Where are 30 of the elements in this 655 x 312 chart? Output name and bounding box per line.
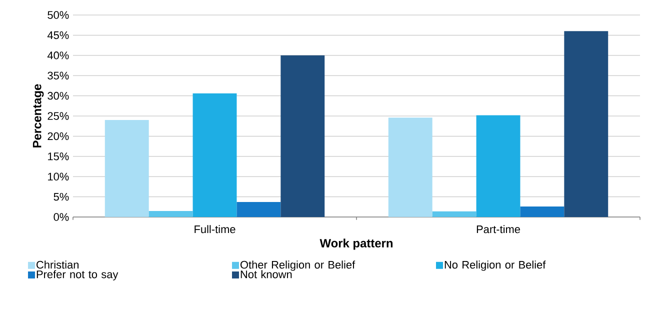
bar [236, 202, 281, 218]
bar [280, 55, 325, 218]
bar [476, 115, 520, 218]
bar [104, 120, 149, 218]
legend-label: Other Religion or Belief [240, 260, 356, 271]
x-tick-label: Part-time [476, 225, 520, 234]
legend-label: Prefer not to say [36, 270, 118, 280]
bar [148, 210, 193, 218]
y-axis-title: Percentage [32, 84, 44, 148]
y-tick-label: 45% [47, 31, 69, 40]
x-tick-label: Full-time [194, 225, 236, 234]
y-tick-label: 5% [54, 192, 69, 201]
bar [520, 206, 564, 218]
bar [388, 118, 432, 218]
y-tick-label: 15% [48, 152, 69, 160]
y-tick-label: 40% [47, 52, 69, 60]
y-tick-label: 25% [48, 112, 69, 120]
bar [564, 31, 608, 218]
bar [432, 211, 476, 218]
y-tick-label: 0% [54, 213, 69, 221]
x-axis-title: Work pattern [320, 238, 393, 250]
y-tick-label: 10% [48, 172, 69, 180]
y-tick-label: 50% [48, 11, 69, 19]
legend-label: Not known [240, 270, 292, 278]
y-tick-label: 30% [48, 92, 69, 100]
legend-label: No Religion or Belief [444, 260, 546, 271]
y-tick-label: 20% [48, 132, 69, 140]
legend-label: Christian [36, 260, 79, 269]
y-tick-label: 35% [48, 72, 69, 80]
bar [192, 93, 237, 218]
